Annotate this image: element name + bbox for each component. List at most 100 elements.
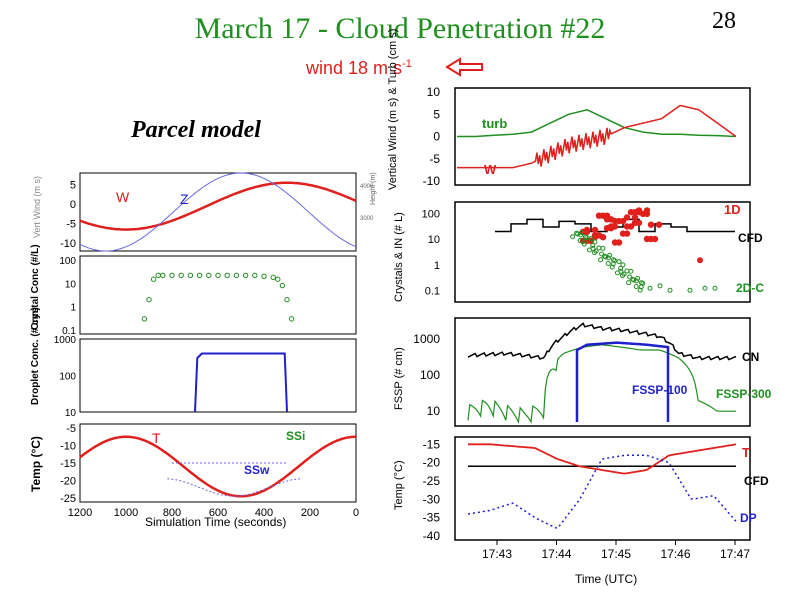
ytick-parcel-wind: 0 [70, 199, 76, 211]
series-z-parcel [79, 172, 357, 252]
ylabel-parcel-droplet: Droplet Conc. (# cm) [30, 307, 41, 405]
label-w-right: W [484, 162, 497, 177]
point-2dc [631, 277, 637, 283]
label-z: Z [180, 191, 189, 207]
point-2dc [639, 280, 644, 286]
ytick-obs-temp: -30 [423, 492, 441, 506]
ytick-obs-crystals: 10 [428, 234, 440, 246]
ytick-obs-crystals: 100 [422, 209, 440, 221]
label-ssi: SSi [286, 429, 305, 443]
point-crystal [270, 274, 276, 281]
point-1d [623, 223, 631, 230]
point-1d [595, 212, 603, 219]
point-crystal [242, 272, 249, 279]
point-1d [591, 226, 599, 234]
point-2dc [600, 245, 606, 251]
right-panels-frame [454, 87, 751, 541]
xtick-parcel: 400 [255, 507, 273, 519]
series-droplet [194, 352, 288, 413]
ytick-parcel-crystal: 0.1 [62, 326, 76, 337]
ytick-obs-temp: -25 [423, 474, 441, 488]
ytick-obs-wind: -10 [423, 174, 441, 188]
point-1d [599, 234, 607, 241]
wind-exp: -1 [402, 58, 412, 70]
ytick-parcel-droplet: 100 [59, 372, 76, 383]
point-1d [647, 221, 655, 228]
label-cfd-1: CFD [738, 231, 763, 245]
ytick-obs-temp: -40 [423, 529, 441, 543]
point-1d [697, 257, 703, 264]
point-2dc [603, 254, 609, 260]
point-2dc [578, 232, 584, 238]
point-2dc [620, 262, 626, 268]
ytick-obs-fssp: 100 [420, 368, 440, 382]
xtick-obs: 17:46 [660, 547, 690, 561]
point-1d [611, 239, 619, 246]
point-2dc [618, 268, 624, 274]
ytick-obs-fssp: 10 [427, 404, 441, 418]
wind-text: wind 18 m s [306, 58, 403, 78]
label-t-left: T [152, 430, 161, 446]
point-2dc [712, 285, 718, 291]
series-turb [457, 109, 737, 138]
point-2dc [593, 248, 599, 254]
point-1d [631, 214, 639, 221]
ylabel-obs-wind: Vertical Wind (m s) & Turb (cm s) [387, 29, 399, 190]
point-crystal [252, 272, 258, 279]
label-1d: 1D [724, 202, 741, 217]
point-1d [603, 216, 611, 223]
label-turb: turb [482, 116, 507, 131]
xtick-parcel: 800 [163, 507, 181, 519]
ytick-parcel-crystal: 10 [65, 279, 77, 290]
xtick-parcel: 1000 [114, 507, 138, 519]
point-2dc [592, 239, 598, 245]
point-2dc [633, 284, 639, 289]
point-2dc [588, 236, 594, 242]
label-fssp300: FSSP-300 [716, 387, 772, 401]
ytick-obs-wind: 5 [433, 107, 440, 121]
point-crystal [178, 272, 184, 279]
point-2dc [577, 238, 583, 243]
point-2dc [618, 265, 624, 271]
point-2dc [607, 252, 613, 258]
series-dp [467, 454, 737, 529]
point-2dc [579, 230, 585, 235]
point-1d [631, 219, 639, 227]
ylabel-obs-crystals: Crystals & IN (# L) [393, 212, 405, 302]
point-crystal [206, 272, 212, 279]
point-crystal [224, 272, 230, 279]
ytick-obs-wind: 10 [427, 85, 441, 99]
point-crystal [288, 316, 295, 322]
point-crystal [150, 276, 157, 282]
ytick-obs-wind: 0 [433, 130, 440, 144]
label-2dc: 2D-C [736, 281, 764, 295]
ytick-obs-temp: -35 [423, 511, 441, 525]
xtick-obs: 17:43 [482, 547, 512, 561]
ytick-parcel-wind: -10 [60, 238, 76, 250]
slide-title: March 17 - Cloud Penetration #22 [194, 12, 606, 45]
xlabel-obs: Time (UTC) [575, 572, 637, 586]
series-t-parcel [79, 435, 356, 498]
label-cn: CN [742, 350, 759, 364]
point-2dc [626, 280, 632, 286]
ylabel-obs-fssp: FSSP (# cm) [393, 347, 405, 410]
point-2dc [628, 268, 634, 274]
ytick-parcel-droplet: 1000 [54, 335, 77, 346]
slide-number: 28 [712, 8, 736, 34]
label-fssp100: FSSP-100 [632, 383, 688, 397]
wind-arrow-icon [445, 57, 483, 77]
ytick-obs-fssp: 1000 [413, 332, 440, 346]
label-ssw: SSw [244, 463, 270, 477]
ytick-parcel-crystal: 100 [59, 256, 76, 267]
point-2dc [609, 264, 615, 270]
xtick-parcel: 600 [209, 507, 227, 519]
xtick-obs: 17:44 [541, 547, 571, 561]
point-crystal [279, 282, 286, 289]
point-crystal [187, 272, 194, 279]
ytick-obs-wind: -5 [429, 152, 440, 166]
point-2dc [606, 255, 612, 261]
label-t-right: T [742, 445, 750, 460]
xlabel-parcel: Simulation Time (seconds) [145, 515, 286, 529]
ytick-parcel-wind: -5 [66, 219, 76, 231]
point-crystal [215, 272, 221, 279]
